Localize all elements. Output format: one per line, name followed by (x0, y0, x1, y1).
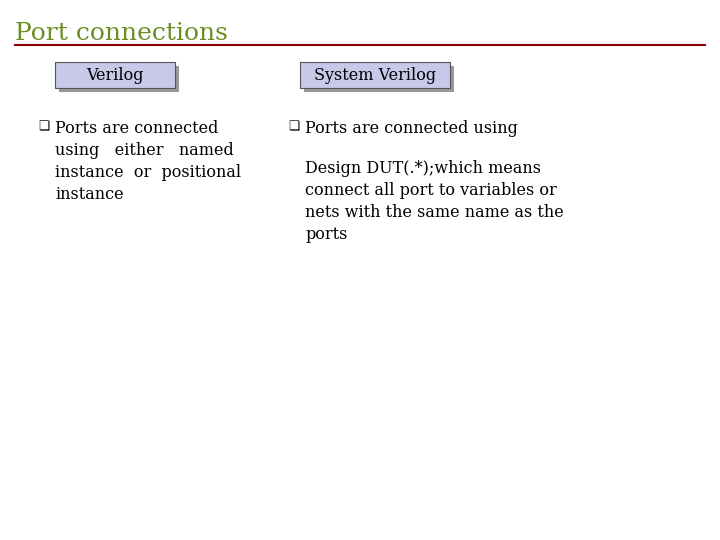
Text: Port connections: Port connections (15, 22, 228, 45)
Text: Design DUT(.*);which means: Design DUT(.*);which means (305, 160, 541, 177)
Text: ❏: ❏ (38, 120, 49, 133)
Text: Ports are connected using: Ports are connected using (305, 120, 518, 137)
FancyBboxPatch shape (59, 66, 179, 92)
Text: using   either   named: using either named (55, 142, 234, 159)
Text: instance  or  positional: instance or positional (55, 164, 241, 181)
FancyBboxPatch shape (55, 62, 175, 88)
Text: nets with the same name as the: nets with the same name as the (305, 204, 564, 221)
FancyBboxPatch shape (304, 66, 454, 92)
Text: System Verilog: System Verilog (314, 66, 436, 84)
Text: Ports are connected: Ports are connected (55, 120, 218, 137)
Text: ports: ports (305, 226, 347, 242)
Text: instance: instance (55, 186, 124, 203)
FancyBboxPatch shape (300, 62, 450, 88)
Text: ❏: ❏ (288, 120, 300, 133)
Text: Verilog: Verilog (86, 66, 144, 84)
Text: connect all port to variables or: connect all port to variables or (305, 181, 557, 199)
